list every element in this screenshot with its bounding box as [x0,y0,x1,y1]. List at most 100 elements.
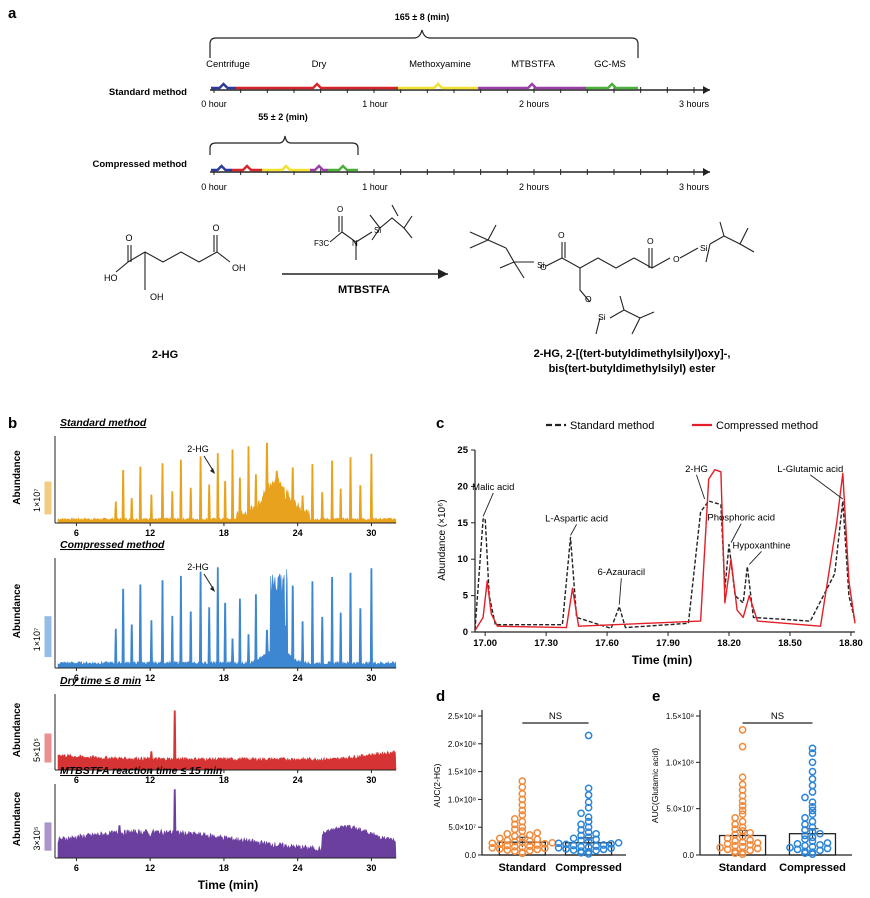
c-annotation: 2-HG [685,464,708,475]
prod-o1: O [558,230,565,240]
timeline-arrow-icon [703,86,710,94]
xtick-label: 12 [145,863,155,873]
c-annotation-arrow [618,578,622,605]
trace-title: MTBSTFA reaction time ≤ 15 min [60,765,222,777]
c-annotation-arrow [570,524,577,536]
scatter-point [569,841,578,850]
scatter-point [738,810,747,819]
scatter-point [584,813,593,822]
comp-brace [209,135,359,155]
xtick-label: 12 [145,775,155,785]
tick-2-std: 2 hours [519,99,550,109]
c-series-line [474,469,856,631]
scatter-ytick-label: 5.0×10⁷ [666,805,694,814]
tick-2-comp: 2 hours [519,182,550,192]
scatter-point [738,773,747,782]
scatter-point [577,842,585,851]
scatter-ytick-label: 2.5×10⁸ [448,712,476,721]
chromatogram-trace [57,710,397,771]
scatter-point [738,726,747,734]
scatter-point [584,784,593,793]
prod-o-ester1: O [540,262,547,272]
c-ytick-label: 5 [463,591,469,602]
scatter-point [808,817,817,826]
c-xtick-label: 18.20 [717,638,741,649]
c-annotation-arrow [696,474,706,500]
scatter-point [510,842,519,851]
chromatogram-trace [57,789,397,859]
panel-e-chart: 0.0 5.0×10⁷ 1.0×10⁸ 1.5×10⁸ Standard Compress… [650,710,852,874]
scatter-point [533,845,542,854]
atom-o1: O [125,233,132,243]
scatter-point [495,845,504,853]
scatter-point [808,802,817,811]
scatter-point [816,840,824,849]
xtick-label: 24 [293,673,303,683]
peak-label-2hg: 2-HG [187,562,209,572]
scatter-point [738,742,747,751]
mtbstfa-structure [329,204,413,260]
scatter-point [503,841,512,850]
panel-c-chart: 0 5 10 15 20 25 17.00 17.30 17.60 17.90 18.20 18.50… [457,445,862,649]
c-annotation: Malic acid [472,482,514,493]
scatter-point [518,827,527,835]
xtick-label: 12 [145,528,155,538]
c-series-line [474,500,856,630]
timeline-step-segment [398,82,478,90]
panel-d-label: d [436,688,445,705]
scatter-point [584,791,593,799]
step-gcms: GC-MS [594,59,626,70]
scatter-ylabel: AUC(Glutamic acid) [650,748,660,823]
scatter-point [607,844,615,853]
scatter-ytick-label: 2.0×10⁸ [448,740,476,749]
timeline-step-segment [310,164,328,172]
scatter-point [607,840,615,848]
scatter-point [518,848,527,857]
xtick-label: 30 [366,673,376,683]
scatter-point [808,758,817,767]
scatter-point [738,806,747,815]
product-name-2: bis(tert-butyldimethylsilyl) ester [549,363,717,375]
significance-label: NS [549,711,562,722]
scatter-point [554,839,563,848]
c-ytick-label: 25 [457,445,468,456]
compressed-timeline [210,164,710,176]
timeline-step-segment [328,164,358,172]
prod-si1: Si [537,260,545,270]
prod-si3: Si [598,312,606,322]
xtick-label: 6 [74,673,79,683]
scatter-point [723,834,732,843]
scatter-point [525,831,534,839]
scatter-point [518,811,527,819]
xtick-label: 12 [145,673,155,683]
panel-c-label: c [436,415,444,432]
standard-method-label: Standard method [109,87,187,98]
scatter-point [599,845,608,854]
timeline-step-segment [586,82,638,90]
scatter-point [577,809,585,818]
scatter-point [738,827,747,835]
tick-3-std: 3 hours [679,99,710,109]
xtick-label: 6 [74,775,79,785]
xtick-label: 18 [219,673,229,683]
scatter-point [548,838,557,847]
timeline-step-segment [236,82,398,90]
atom-o2: O [212,223,219,233]
xtick-label: 30 [366,775,376,785]
scatter-point [808,837,817,845]
scatter-point [584,731,593,740]
atom-oh1: OH [150,292,164,302]
trace-ylabel: Abundance [12,791,23,846]
xtick-label: 6 [74,863,79,873]
scatter-point [518,783,527,792]
step-methoxyamine: Methoxyamine [409,59,471,70]
xtick-label: 24 [293,528,303,538]
panel-b-chromatograms: Standard method 1×10⁷ Abundance 6 12 18 24 30 2-… [12,417,397,873]
scale-label: 1×10⁷ [32,628,42,652]
scatter-point [584,817,593,826]
scatter-point [716,843,724,852]
scatter-point [577,847,585,855]
scatter-point [808,806,817,815]
scatter-point [488,843,497,852]
trace-title: Standard method [60,417,147,429]
